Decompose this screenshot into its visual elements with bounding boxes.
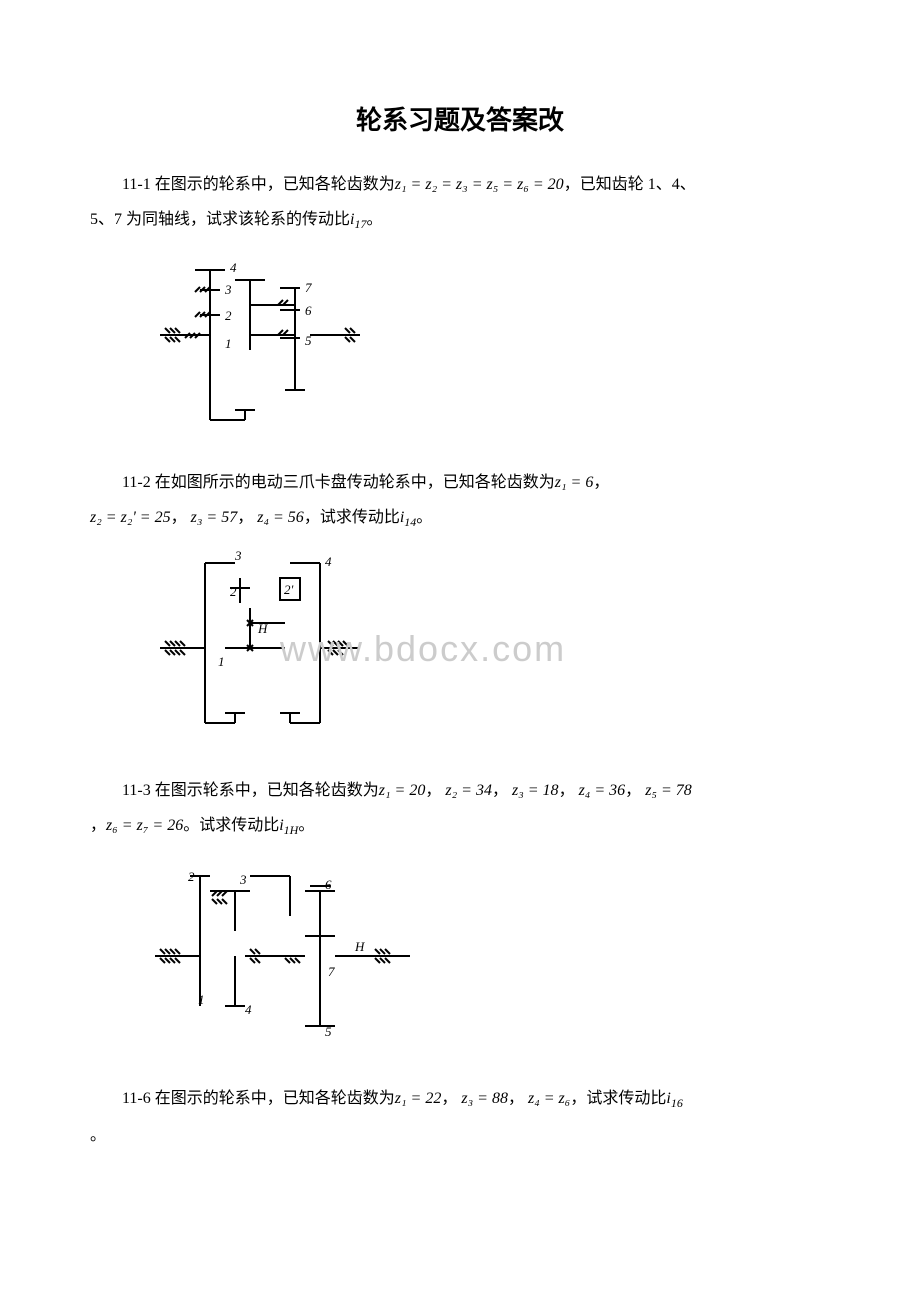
problem-11-1-line1: 11-1 在图示的轮系中，已知各轮齿数为z₁ = z₂ = z₃ = z₅ = … [90,172,830,198]
p2-f5-sub: 14 [404,515,416,529]
problem-11-6-line2: 。 [90,1123,830,1149]
d1-label-4: 4 [230,260,237,275]
p1-f2-sub: 17 [354,217,366,231]
p3-f7: i1H [279,817,298,834]
p2-f5: i14 [400,509,416,526]
p1-formula2: i17 [350,211,366,228]
problem-11-3-line2: ，z₆ = z₇ = 26。试求传动比i1H。 [90,813,830,840]
p2-sep2: ， [171,509,187,526]
problem-11-2-line1: 11-2 在如图所示的电动三爪卡盘传动轮系中，已知各轮齿数为z₁ = 6， [90,470,830,496]
p2-sep4: ，试求传动比 [304,509,400,526]
diagram-11-3: 2 3 1 4 5 6 7 H [150,856,830,1056]
p3-suffix: 。 [298,817,314,834]
p6-sep2: ， [508,1090,524,1107]
p3-f5: z₅ = 78 [645,782,692,799]
p3-f7-sub: 1H [284,823,299,837]
p3-sep4: ， [625,782,641,799]
p6-f1: z₁ = 22 [395,1090,442,1107]
p6-f4: i16 [666,1090,682,1107]
p2-suffix: 。 [416,509,432,526]
p3-f3: z₃ = 18 [512,782,559,799]
d1-label-2: 2 [225,308,232,323]
diagram-11-2: 3 4 2 2' H 1 [150,548,830,748]
p3-sep2: ， [492,782,508,799]
d2-label-2: 2 [230,584,237,599]
p3-f6: z₆ = z₇ = 26 [106,817,183,834]
p6-f2: z₃ = 88 [461,1090,508,1107]
diagram-11-1: 4 3 2 1 7 6 5 [150,250,830,440]
p6-f3: z₄ = z₆ [528,1090,570,1107]
p3-l2-mid: 。试求传动比 [183,817,279,834]
p1-middle: ，已知齿轮 1、4、 [564,176,696,193]
p2-prefix: 11-2 在如图所示的电动三爪卡盘传动轮系中，已知各轮齿数为 [122,474,555,491]
problem-11-3-line1: 11-3 在图示轮系中，已知各轮齿数为z₁ = 20， z₂ = 34， z₃ … [90,778,830,804]
p3-f4: z₄ = 36 [579,782,626,799]
p1-suffix: 。 [366,211,382,228]
d2-label-1: 1 [218,654,225,669]
d1-label-3: 3 [224,282,232,297]
p6-line2: 。 [90,1127,106,1144]
p6-sep3: ，试求传动比 [570,1090,666,1107]
problem-11-6-line1: 11-6 在图示的轮系中，已知各轮齿数为z₁ = 22， z₃ = 88， z₄… [90,1086,830,1113]
d3-label-5: 5 [325,1024,332,1039]
p1-prefix: 11-1 在图示的轮系中，已知各轮齿数为 [122,176,395,193]
d2-label-2p: 2' [284,582,294,597]
p3-l2-prefix: ， [90,817,106,834]
d1-label-1: 1 [225,336,232,351]
p2-sep1: ， [593,474,609,491]
p3-sep1: ， [425,782,441,799]
d2-label-4: 4 [325,554,332,569]
p6-prefix: 11-6 在图示的轮系中，已知各轮齿数为 [122,1090,395,1107]
d3-label-H: H [354,939,365,954]
d3-label-6: 6 [325,877,332,892]
p2-f3: z₃ = 57 [191,509,238,526]
p2-f4: z₄ = 56 [257,509,304,526]
p6-f4-sub: 16 [671,1096,683,1110]
page-title: 轮系习题及答案改 [90,100,830,142]
p1-line2: 5、7 为同轴线，试求该轮系的传动比 [90,211,350,228]
d3-label-7: 7 [328,964,335,979]
d3-label-2: 2 [188,869,195,884]
d2-label-3: 3 [234,548,242,563]
d2-label-H: H [257,621,268,636]
p2-sep3: ， [237,509,253,526]
problem-11-2-line2: z₂ = z₂' = 25， z₃ = 57， z₄ = 56，试求传动比i14… [90,505,830,532]
problem-11-1-line2: 5、7 为同轴线，试求该轮系的传动比i17。 [90,207,830,234]
d1-label-7: 7 [305,280,312,295]
p2-f2: z₂ = z₂' = 25 [90,509,171,526]
d3-label-1: 1 [198,992,205,1007]
p3-f2: z₂ = 34 [445,782,492,799]
p1-formula1: z₁ = z₂ = z₃ = z₅ = z₆ = 20 [395,176,564,193]
d3-label-4: 4 [245,1002,252,1017]
d1-label-6: 6 [305,303,312,318]
p2-f1: z₁ = 6 [555,474,594,491]
p3-sep3: ， [559,782,575,799]
p6-sep1: ， [441,1090,457,1107]
p3-prefix: 11-3 在图示轮系中，已知各轮齿数为 [122,782,379,799]
d1-label-5: 5 [305,333,312,348]
d3-label-3: 3 [239,872,247,887]
p3-f1: z₁ = 20 [379,782,426,799]
